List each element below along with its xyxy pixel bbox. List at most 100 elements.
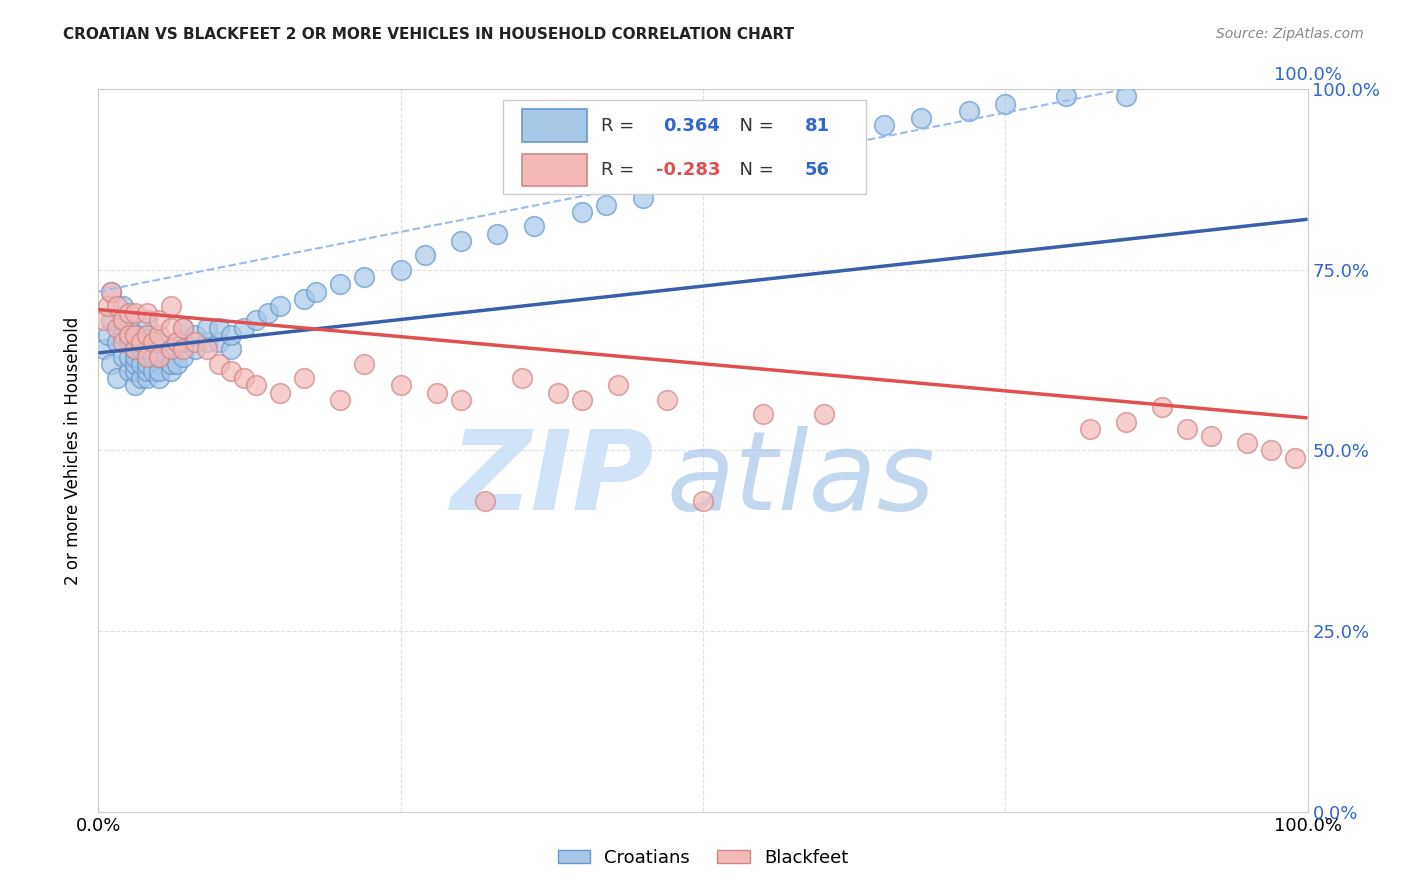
Point: [1152, 400, 1174, 414]
Point: [172, 320, 194, 334]
Point: [105, 371, 128, 385]
Point: [160, 299, 183, 313]
Point: [957, 103, 980, 118]
Point: [195, 320, 218, 334]
Point: [571, 392, 593, 407]
Point: [221, 343, 243, 357]
Point: [208, 320, 231, 334]
Point: [124, 327, 146, 342]
Point: [269, 385, 291, 400]
Point: [571, 205, 593, 219]
Point: [118, 320, 141, 334]
Point: [269, 299, 291, 313]
Point: [135, 327, 157, 342]
Point: [172, 320, 194, 334]
Point: [111, 299, 134, 313]
Point: [208, 357, 231, 371]
Point: [1115, 415, 1137, 429]
Point: [184, 327, 207, 342]
Point: [142, 334, 165, 349]
Point: [245, 378, 267, 392]
Point: [692, 494, 714, 508]
Point: [607, 378, 630, 392]
Point: [111, 334, 134, 349]
Point: [129, 334, 152, 349]
Point: [124, 334, 146, 349]
Point: [679, 169, 702, 183]
Point: [245, 313, 267, 327]
Point: [692, 154, 714, 169]
Point: [118, 364, 141, 378]
Point: [172, 334, 194, 349]
Point: [129, 357, 152, 371]
Point: [166, 357, 188, 371]
Point: [184, 343, 207, 357]
Point: [256, 306, 278, 320]
Point: [1175, 422, 1198, 436]
Point: [135, 357, 157, 371]
Point: [166, 334, 188, 349]
Point: [124, 343, 146, 357]
Point: [873, 119, 896, 133]
Point: [129, 343, 152, 357]
Point: [93, 313, 115, 327]
Point: [1115, 89, 1137, 103]
Point: [148, 313, 170, 327]
Point: [135, 327, 157, 342]
Point: [135, 364, 157, 378]
Point: [353, 270, 375, 285]
Point: [97, 327, 120, 342]
Point: [450, 234, 472, 248]
Point: [172, 350, 194, 364]
Point: [426, 385, 449, 400]
Point: [160, 364, 183, 378]
Point: [172, 343, 194, 357]
Point: [111, 327, 134, 342]
Point: [148, 364, 170, 378]
Point: [1054, 89, 1077, 103]
Point: [389, 378, 412, 392]
Point: [450, 392, 472, 407]
Point: [510, 371, 533, 385]
Point: [232, 371, 254, 385]
Point: [329, 392, 352, 407]
Point: [631, 191, 654, 205]
Point: [184, 334, 207, 349]
Point: [994, 96, 1017, 111]
Point: [124, 364, 146, 378]
Point: [97, 299, 120, 313]
Point: [389, 262, 412, 277]
Point: [813, 126, 835, 140]
Point: [100, 357, 122, 371]
Point: [910, 111, 932, 125]
Point: [142, 364, 165, 378]
Point: [1284, 450, 1306, 465]
Point: [118, 334, 141, 349]
Point: [135, 313, 157, 327]
Point: [142, 350, 165, 364]
Point: [716, 147, 738, 161]
Point: [124, 327, 146, 342]
Point: [1236, 436, 1258, 450]
Point: [111, 313, 134, 327]
Point: [232, 320, 254, 334]
Point: [124, 306, 146, 320]
Point: [118, 306, 141, 320]
Point: [100, 313, 122, 327]
Y-axis label: 2 or more Vehicles in Household: 2 or more Vehicles in Household: [65, 317, 83, 584]
Point: [595, 198, 617, 212]
Point: [160, 343, 183, 357]
Point: [655, 176, 678, 190]
Point: [195, 343, 218, 357]
Point: [292, 292, 315, 306]
Point: [1199, 429, 1222, 443]
Point: [124, 343, 146, 357]
Point: [124, 357, 146, 371]
Point: [148, 334, 170, 349]
Point: [111, 313, 134, 327]
Point: [655, 392, 678, 407]
Point: [1260, 443, 1282, 458]
Point: [221, 327, 243, 342]
Point: [135, 306, 157, 320]
Point: [292, 371, 315, 385]
